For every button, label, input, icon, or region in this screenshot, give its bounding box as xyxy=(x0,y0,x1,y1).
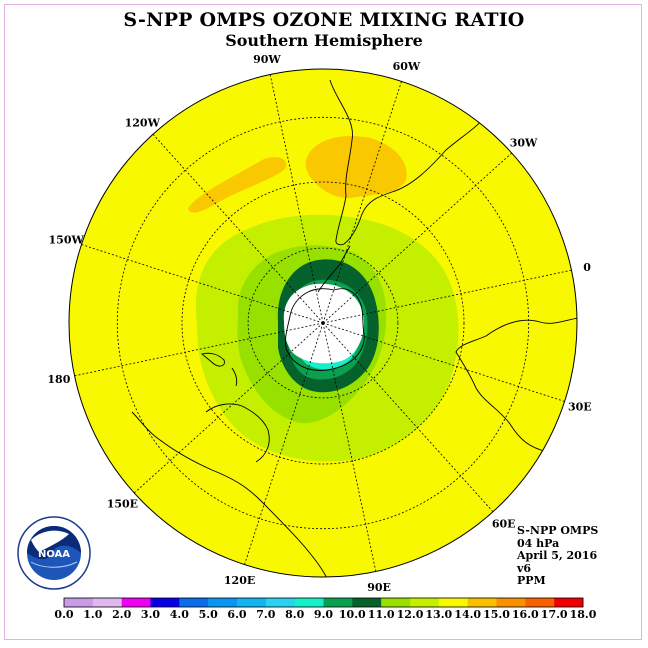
latitude-circle xyxy=(247,247,399,399)
longitude-label: 30W xyxy=(510,136,538,149)
map-boundary xyxy=(68,68,578,578)
chart-subtitle: Southern Hemisphere xyxy=(225,31,423,50)
coast-antarctic-peninsula xyxy=(317,245,351,293)
coast-australia xyxy=(131,403,329,577)
noaa-logo: NOAA xyxy=(17,516,91,590)
noaa-logo-text: NOAA xyxy=(38,549,70,560)
coast-antarctica xyxy=(285,288,365,371)
coast-south-america xyxy=(329,79,485,246)
graticule xyxy=(74,74,572,572)
chart-title: S-NPP OMPS OZONE MIXING RATIO xyxy=(123,9,525,31)
figure-frame xyxy=(4,4,642,640)
longitude-label: 150E xyxy=(107,498,138,511)
date-label: April 5, 2016 xyxy=(517,549,598,562)
units-label: PPM xyxy=(517,574,546,587)
longitude-label: 60E xyxy=(492,518,516,531)
pressure-level-label: 04 hPa xyxy=(517,536,560,550)
longitude-labels: 0 30W 60W 90W 120W 150W 180 150E 120E 90E 60E 30E xyxy=(47,53,591,594)
instrument-label: S-NPP OMPS xyxy=(517,524,599,537)
coast-new-zealand xyxy=(201,352,238,387)
longitude-label: 30E xyxy=(568,400,592,413)
longitude-label: 0 xyxy=(583,261,591,274)
longitude-label: 90E xyxy=(367,581,391,594)
longitude-label: 120W xyxy=(125,116,161,129)
latitude-circle xyxy=(181,181,465,465)
longitude-label: 90W xyxy=(253,53,281,66)
info-block: S-NPP OMPS 04 hPa April 5, 2016 v6 PPM xyxy=(517,524,599,588)
longitude-label: 150W xyxy=(49,234,85,247)
south-pole-marker xyxy=(321,321,325,325)
latitude-circle xyxy=(116,116,530,530)
longitude-label: 120E xyxy=(224,574,255,587)
ozone-band-13-14-patch xyxy=(188,157,287,213)
version-label: v6 xyxy=(517,561,532,575)
longitude-label: 180 xyxy=(47,373,70,386)
longitude-label: 60W xyxy=(393,60,421,73)
